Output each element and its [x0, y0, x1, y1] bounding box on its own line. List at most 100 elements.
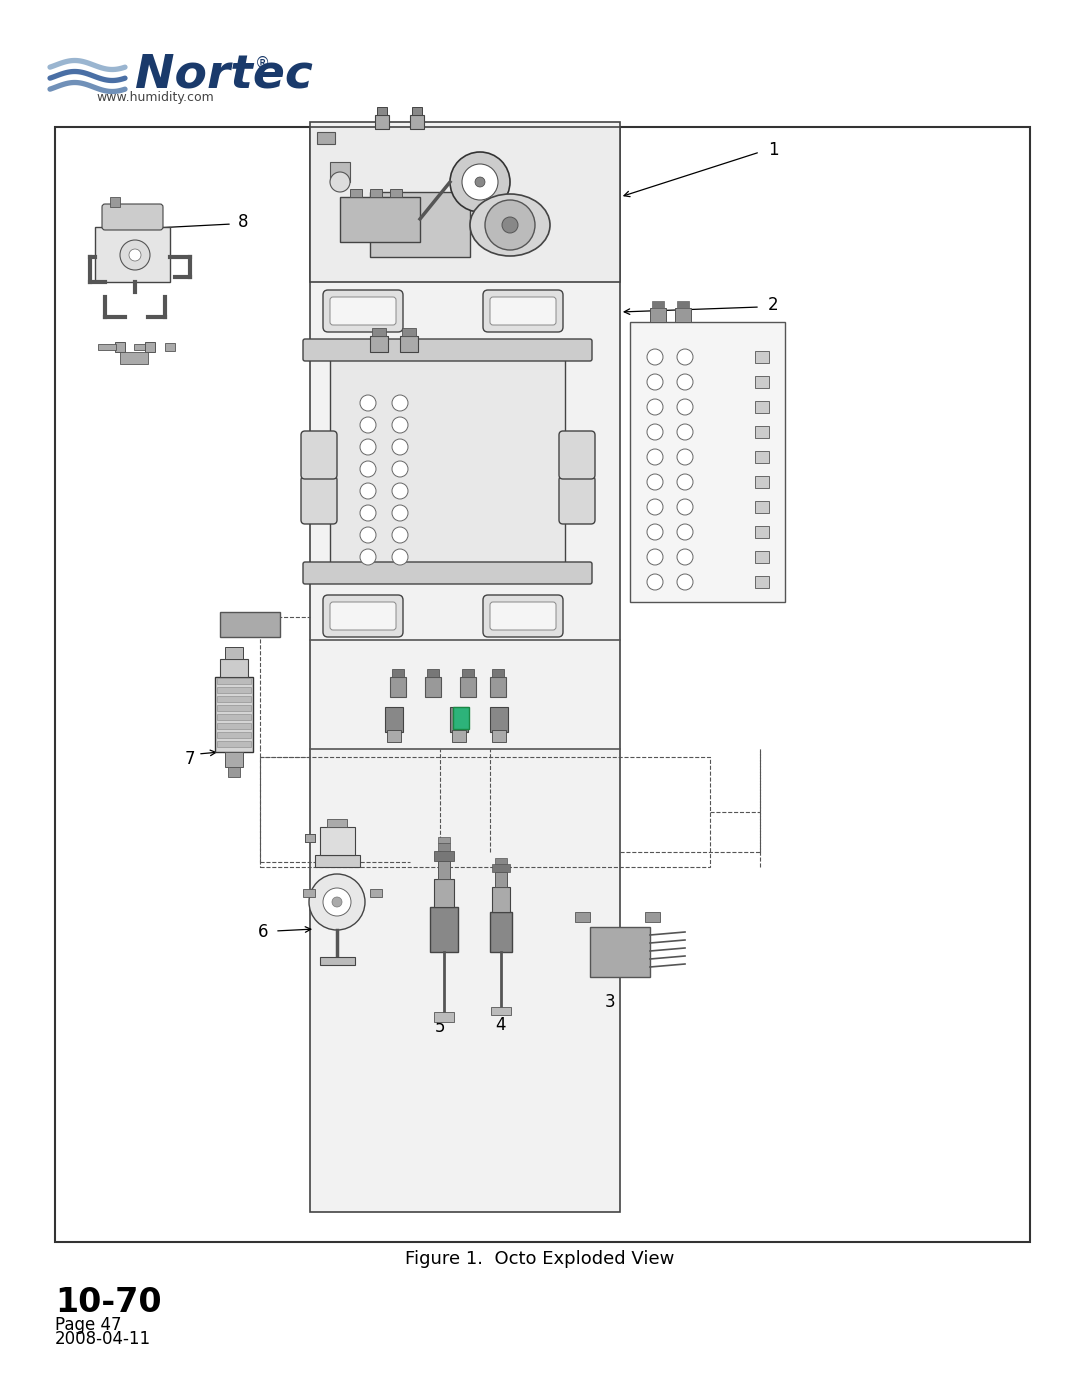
Circle shape [677, 400, 693, 415]
Circle shape [677, 524, 693, 541]
Text: 8: 8 [238, 212, 248, 231]
Bar [225, 752, 243, 767]
FancyBboxPatch shape [330, 298, 396, 326]
Circle shape [647, 349, 663, 365]
Text: Page 47: Page 47 [55, 1316, 121, 1334]
Bar [217, 687, 251, 693]
Bar [434, 879, 454, 907]
Bar [434, 851, 454, 861]
FancyBboxPatch shape [323, 291, 403, 332]
FancyBboxPatch shape [559, 476, 595, 524]
Bar [145, 342, 156, 352]
Bar [310, 122, 620, 1213]
Text: Nortec: Nortec [135, 53, 313, 98]
Circle shape [392, 483, 408, 499]
Bar [755, 401, 769, 414]
Bar [677, 300, 689, 307]
Bar [95, 226, 170, 282]
Bar [220, 612, 280, 637]
Circle shape [360, 439, 376, 455]
Bar [305, 834, 315, 842]
Bar [491, 1007, 511, 1016]
Circle shape [360, 483, 376, 499]
Bar [134, 344, 152, 351]
Ellipse shape [470, 194, 550, 256]
Bar [377, 108, 387, 115]
Text: 7: 7 [185, 750, 195, 768]
Bar [453, 707, 469, 729]
Bar [330, 352, 565, 577]
Circle shape [392, 504, 408, 521]
Text: 2: 2 [768, 296, 779, 314]
Bar [402, 328, 416, 337]
Bar [318, 131, 335, 144]
Bar [755, 376, 769, 388]
FancyBboxPatch shape [303, 562, 592, 584]
Bar [590, 928, 650, 977]
Bar [165, 344, 175, 351]
Bar [490, 678, 507, 697]
Text: www.humidity.com: www.humidity.com [96, 91, 214, 103]
Circle shape [392, 527, 408, 543]
Text: 1: 1 [768, 141, 779, 159]
Bar [438, 837, 450, 842]
Bar [490, 707, 508, 732]
Circle shape [129, 249, 141, 261]
FancyBboxPatch shape [490, 298, 556, 326]
Bar [495, 872, 507, 887]
Bar [228, 767, 240, 777]
Bar [426, 678, 441, 697]
Bar [372, 328, 386, 337]
FancyBboxPatch shape [102, 204, 163, 231]
Bar [55, 127, 1030, 1242]
Text: 10-70: 10-70 [55, 1285, 162, 1319]
Circle shape [647, 400, 663, 415]
Circle shape [647, 474, 663, 490]
Circle shape [392, 395, 408, 411]
Bar [453, 731, 465, 742]
Circle shape [392, 549, 408, 564]
Bar [225, 647, 243, 659]
FancyBboxPatch shape [303, 339, 592, 360]
Circle shape [360, 549, 376, 564]
Circle shape [647, 374, 663, 390]
Bar [260, 757, 710, 868]
Bar [350, 189, 362, 197]
FancyBboxPatch shape [330, 602, 396, 630]
Bar [217, 714, 251, 719]
Bar [303, 888, 315, 897]
Text: Figure 1.  Octo Exploded View: Figure 1. Octo Exploded View [405, 1250, 675, 1268]
Bar [755, 426, 769, 439]
Text: 4: 4 [495, 1016, 505, 1034]
Bar [110, 197, 120, 207]
Bar [375, 115, 389, 129]
Bar [217, 740, 251, 747]
Bar [114, 342, 125, 352]
Bar [370, 888, 382, 897]
Bar [755, 527, 769, 538]
Bar [492, 887, 510, 912]
Circle shape [485, 200, 535, 250]
Bar [217, 705, 251, 711]
Circle shape [677, 448, 693, 465]
Bar [490, 912, 512, 951]
Circle shape [330, 172, 350, 191]
Bar [370, 189, 382, 197]
Bar [217, 696, 251, 703]
Circle shape [360, 395, 376, 411]
Bar [450, 707, 468, 732]
Bar [492, 669, 504, 678]
Circle shape [677, 549, 693, 564]
FancyBboxPatch shape [483, 595, 563, 637]
Circle shape [677, 349, 693, 365]
Bar [390, 189, 402, 197]
Circle shape [647, 448, 663, 465]
FancyBboxPatch shape [559, 432, 595, 479]
Bar [755, 476, 769, 488]
Bar [410, 115, 424, 129]
Circle shape [647, 549, 663, 564]
Circle shape [647, 574, 663, 590]
Circle shape [647, 524, 663, 541]
Bar [427, 669, 438, 678]
Bar [495, 858, 507, 863]
